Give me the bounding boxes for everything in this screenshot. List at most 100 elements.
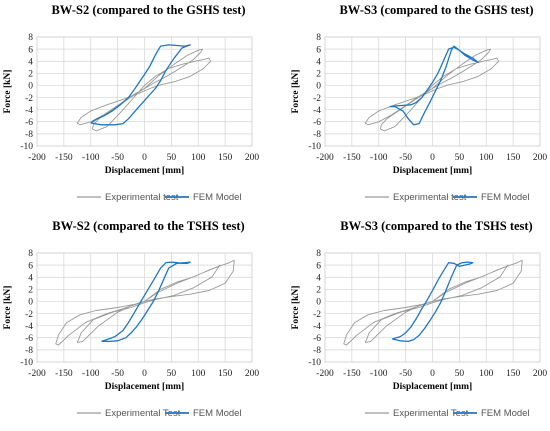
- y-tick-label: -4: [313, 106, 321, 116]
- x-axis-label: Displacement [mm]: [105, 166, 184, 176]
- y-tick-label: -8: [25, 346, 33, 356]
- y-tick-label: 8: [316, 249, 321, 259]
- y-tick-label: 0: [28, 82, 33, 92]
- chart-panel-bottom-left: BW-S2 (compared to the TSHS test) -200 -15…: [0, 216, 275, 431]
- y-axis-label: Force [kN]: [3, 70, 13, 114]
- x-tick-label: 50: [167, 369, 177, 379]
- x-tick-label: 150: [218, 369, 233, 379]
- legend-label: FEM Model: [193, 192, 242, 203]
- x-tick-label: -200: [28, 369, 46, 379]
- y-tick-label: 6: [28, 45, 33, 55]
- chart-panel-bottom-right: BW-S3 (compared to the TSHS test) -200 -15…: [288, 216, 550, 431]
- chart: BW-S2 (compared to the TSHS test) -200 -15…: [3, 219, 260, 419]
- y-tick-label: 8: [28, 33, 33, 43]
- x-axis-label: Displacement [mm]: [105, 382, 184, 392]
- y-tick-label: 8: [28, 249, 33, 259]
- y-tick-label: -8: [25, 130, 33, 140]
- series-line-fem-model: [389, 45, 479, 126]
- x-tick-label: 0: [142, 369, 147, 379]
- y-tick-label: 0: [316, 82, 321, 92]
- y-tick-label: -2: [25, 310, 33, 320]
- x-tick-label: -200: [316, 153, 334, 163]
- y-tick-label: 6: [316, 261, 321, 271]
- x-tick-label: 150: [506, 153, 521, 163]
- y-tick-label: 6: [316, 45, 321, 55]
- x-tick-label: -100: [82, 369, 100, 379]
- x-tick-label: 150: [506, 369, 521, 379]
- y-tick-label: 4: [28, 273, 33, 283]
- x-tick-label: 100: [479, 153, 494, 163]
- x-tick-label: 0: [430, 153, 435, 163]
- y-tick-label: -6: [313, 118, 321, 128]
- series-line-fem-model: [101, 261, 191, 343]
- x-tick-label: 200: [533, 369, 548, 379]
- chart: BW-S2 (compared to the GSHS test)-200 -15…: [3, 3, 260, 203]
- chart-title: BW-S2 (compared to the TSHS test): [52, 219, 244, 233]
- legend-label: FEM Model: [481, 408, 530, 419]
- series-line-experimental: [343, 259, 523, 346]
- y-tick-label: 8: [316, 33, 321, 43]
- y-tick-label: -6: [25, 118, 33, 128]
- y-tick-label: -2: [313, 310, 321, 320]
- x-tick-label: -50: [111, 369, 124, 379]
- y-tick-label: 0: [316, 298, 321, 308]
- x-tick-label: 50: [455, 153, 465, 163]
- series-line-experimental: [55, 259, 235, 346]
- x-tick-label: 150: [218, 153, 233, 163]
- x-tick-label: -200: [316, 369, 334, 379]
- y-tick-label: -4: [25, 322, 33, 332]
- x-tick-label: -100: [82, 153, 100, 163]
- y-tick-label: -10: [308, 142, 321, 152]
- y-axis-label: Force [kN]: [3, 286, 13, 330]
- chart: BW-S3 (compared to the TSHS test)-200 -15…: [291, 219, 548, 419]
- x-tick-label: -50: [399, 153, 412, 163]
- x-tick-label: -50: [399, 369, 412, 379]
- x-tick-label: -150: [343, 369, 361, 379]
- x-tick-label: 100: [479, 369, 494, 379]
- series-line-experimental: [364, 48, 500, 132]
- y-tick-label: -8: [313, 346, 321, 356]
- y-tick-label: 2: [28, 286, 33, 296]
- legend-label: FEM Model: [193, 408, 242, 419]
- legend-label: Experimental Test: [105, 408, 181, 419]
- x-tick-label: -150: [55, 369, 73, 379]
- y-tick-label: -10: [20, 142, 33, 152]
- x-tick-label: 100: [191, 153, 206, 163]
- chart-title: BW-S3 (compared to the TSHS test): [340, 219, 532, 233]
- x-tick-label: 200: [533, 153, 548, 163]
- x-tick-label: 200: [245, 153, 260, 163]
- x-axis-label: Displacement [mm]: [393, 166, 472, 176]
- x-tick-label: 0: [430, 369, 435, 379]
- x-tick-label: 50: [167, 153, 177, 163]
- y-tick-label: -6: [25, 334, 33, 344]
- legend-label: Experimental Test: [393, 408, 469, 419]
- y-axis-label: Force [kN]: [291, 286, 301, 330]
- legend-label: Experimental test: [393, 192, 467, 203]
- x-axis-label: Displacement [mm]: [393, 382, 472, 392]
- y-tick-label: 2: [28, 70, 33, 80]
- y-tick-label: 4: [316, 57, 321, 67]
- x-tick-label: 0: [142, 153, 147, 163]
- x-tick-label: -150: [55, 153, 73, 163]
- y-tick-label: -10: [308, 358, 321, 368]
- y-tick-label: 2: [316, 286, 321, 296]
- x-tick-label: -150: [343, 153, 361, 163]
- y-tick-label: -4: [25, 106, 33, 116]
- y-tick-label: -6: [313, 334, 321, 344]
- x-tick-label: -100: [370, 153, 388, 163]
- x-tick-label: -50: [111, 153, 124, 163]
- x-tick-label: 200: [245, 369, 260, 379]
- y-tick-label: -4: [313, 322, 321, 332]
- legend-label: FEM Model: [481, 192, 530, 203]
- x-tick-label: 50: [455, 369, 465, 379]
- chart-panel-top-left: BW-S2 (compared to the GSHS test) -200 -15…: [0, 0, 275, 215]
- legend-label: Experimental test: [105, 192, 179, 203]
- x-tick-label: -100: [370, 369, 388, 379]
- y-tick-label: -8: [313, 130, 321, 140]
- series-line-fem-model: [90, 44, 191, 126]
- chart: BW-S3 (compared to the GSHS test)-200 -15…: [291, 3, 548, 203]
- y-tick-label: 6: [28, 261, 33, 271]
- series-line-fem-model: [392, 261, 474, 343]
- y-tick-label: 2: [316, 70, 321, 80]
- y-tick-label: -10: [20, 358, 33, 368]
